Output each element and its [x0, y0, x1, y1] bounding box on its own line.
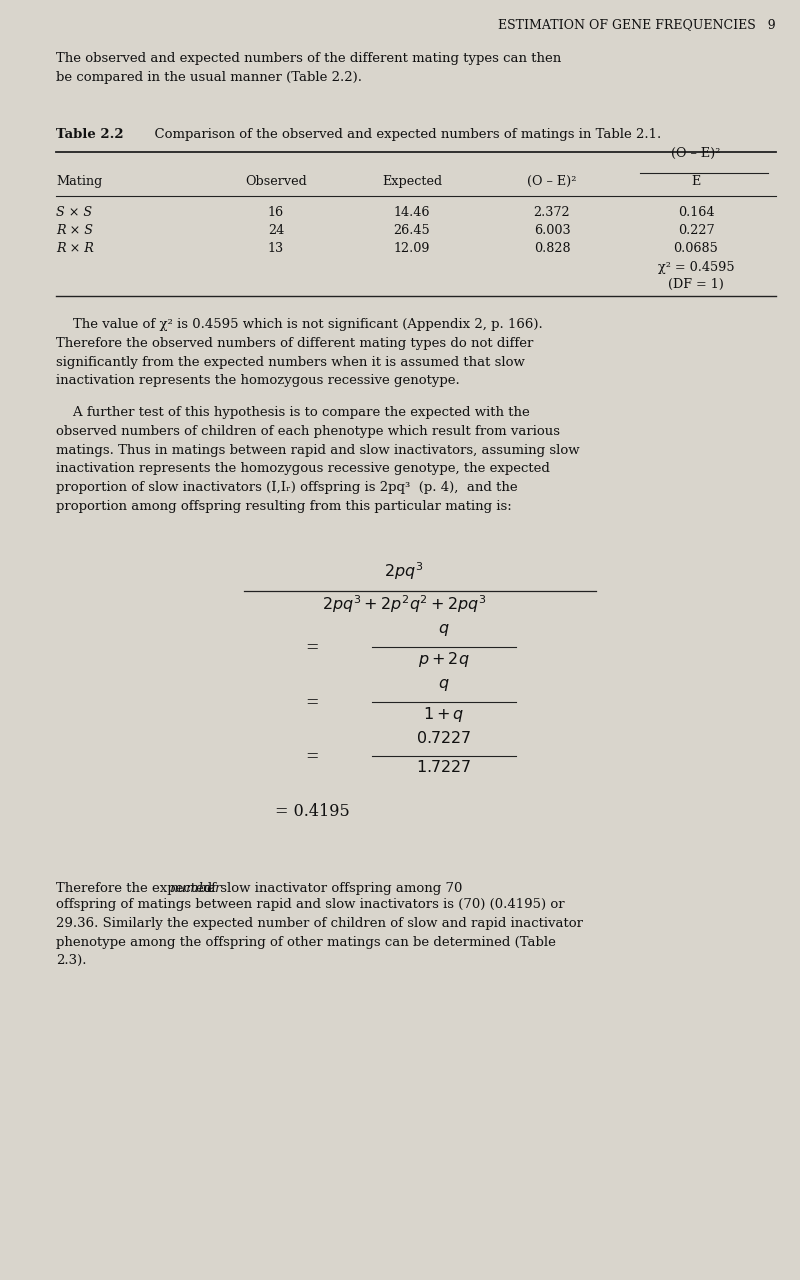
Text: = 0.4195: = 0.4195: [274, 804, 350, 820]
Text: $0.7227$: $0.7227$: [416, 730, 472, 748]
Text: =: =: [306, 695, 318, 712]
Text: $2pq^3 + 2p^2q^2 + 2pq^3$: $2pq^3 + 2p^2q^2 + 2pq^3$: [322, 593, 486, 614]
Text: Therefore the expected: Therefore the expected: [56, 882, 217, 895]
Text: A further test of this hypothesis is to compare the expected with the
observed n: A further test of this hypothesis is to …: [56, 406, 580, 513]
Text: S × S: S × S: [56, 206, 92, 219]
Text: $2pq^3$: $2pq^3$: [384, 561, 424, 582]
Text: 12.09: 12.09: [394, 242, 430, 256]
Text: $p + 2q$: $p + 2q$: [418, 650, 470, 669]
Text: $q$: $q$: [438, 676, 450, 692]
Text: ESTIMATION OF GENE FREQUENCIES   9: ESTIMATION OF GENE FREQUENCIES 9: [498, 18, 776, 31]
Text: The value of χ² is 0.4595 which is not significant (Appendix 2, p. 166).
Therefo: The value of χ² is 0.4595 which is not s…: [56, 317, 542, 388]
Text: Observed: Observed: [245, 175, 307, 188]
Text: 2.372: 2.372: [534, 206, 570, 219]
Text: R × R: R × R: [56, 242, 94, 256]
Text: of slow inactivator offspring among 70: of slow inactivator offspring among 70: [198, 882, 462, 895]
Text: Comparison of the observed and expected numbers of matings in Table 2.1.: Comparison of the observed and expected …: [146, 128, 662, 141]
Text: 14.46: 14.46: [394, 206, 430, 219]
Text: R × S: R × S: [56, 224, 93, 238]
Text: $1.7227$: $1.7227$: [416, 759, 472, 776]
Text: 16: 16: [268, 206, 284, 219]
Text: 13: 13: [268, 242, 284, 256]
Text: 0.164: 0.164: [678, 206, 714, 219]
Text: 0.0685: 0.0685: [674, 242, 718, 256]
Text: 6.003: 6.003: [534, 224, 570, 238]
Text: =: =: [306, 749, 318, 765]
Text: Table 2.2: Table 2.2: [56, 128, 124, 141]
Text: (O – E)²: (O – E)²: [527, 175, 577, 188]
Text: 24: 24: [268, 224, 284, 238]
Text: offspring of matings between rapid and slow inactivators is (70) (0.4195) or
29.: offspring of matings between rapid and s…: [56, 899, 583, 968]
Text: =: =: [306, 640, 318, 657]
Text: $1 + q$: $1 + q$: [423, 705, 465, 724]
Text: Mating: Mating: [56, 175, 102, 188]
Text: Expected: Expected: [382, 175, 442, 188]
Text: 0.828: 0.828: [534, 242, 570, 256]
Text: The observed and expected numbers of the different mating types can then
be comp: The observed and expected numbers of the…: [56, 52, 562, 84]
Text: $q$: $q$: [438, 621, 450, 637]
Text: number: number: [169, 882, 222, 895]
Text: 26.45: 26.45: [394, 224, 430, 238]
Text: χ² = 0.4595: χ² = 0.4595: [658, 261, 734, 274]
Text: (O – E)²: (O – E)²: [671, 147, 721, 160]
Text: E: E: [691, 175, 701, 188]
Text: (DF = 1): (DF = 1): [668, 278, 724, 291]
Text: 0.227: 0.227: [678, 224, 714, 238]
